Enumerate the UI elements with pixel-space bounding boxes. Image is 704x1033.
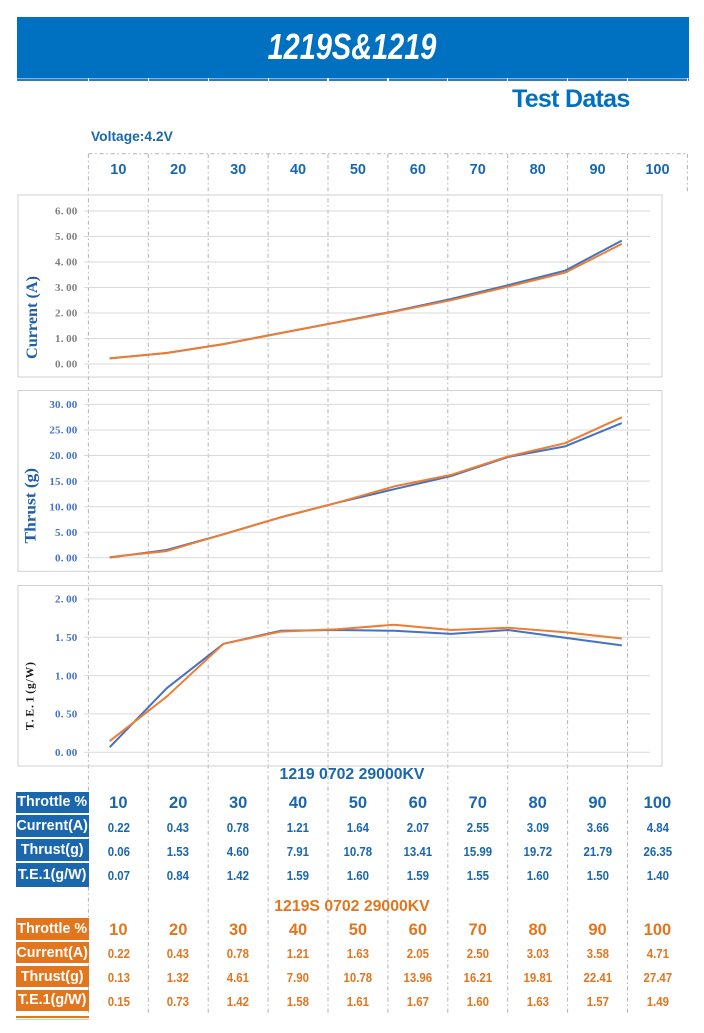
svg-text:0. 00: 0. 00 <box>55 553 78 565</box>
svg-text:T. E. 1 (g/W): T. E. 1 (g/W) <box>25 662 37 730</box>
svg-text:20. 00: 20. 00 <box>49 450 77 462</box>
svg-text:5. 00: 5. 00 <box>55 527 78 539</box>
svg-text:15. 00: 15. 00 <box>49 476 77 488</box>
svg-text:0. 00: 0. 00 <box>55 747 78 759</box>
svg-text:0. 00: 0. 00 <box>55 359 78 371</box>
svg-text:10. 00: 10. 00 <box>49 501 77 513</box>
svg-text:4. 00: 4. 00 <box>55 257 78 269</box>
svg-text:2. 00: 2. 00 <box>55 308 78 320</box>
svg-text:1. 50: 1. 50 <box>55 632 78 644</box>
svg-text:5. 00: 5. 00 <box>55 231 78 243</box>
svg-text:1. 00: 1. 00 <box>55 670 78 682</box>
svg-text:3. 00: 3. 00 <box>55 282 78 294</box>
svg-text:Thrust (g): Thrust (g) <box>23 468 40 544</box>
svg-text:25. 00: 25. 00 <box>49 425 77 437</box>
svg-text:1. 00: 1. 00 <box>55 333 78 345</box>
svg-text:30. 00: 30. 00 <box>49 399 77 411</box>
svg-text:6. 00: 6. 00 <box>55 206 78 218</box>
svg-text:0. 50: 0. 50 <box>55 709 78 721</box>
svg-text:Current (A): Current (A) <box>24 276 41 359</box>
svg-text:2. 00: 2. 00 <box>55 594 78 606</box>
